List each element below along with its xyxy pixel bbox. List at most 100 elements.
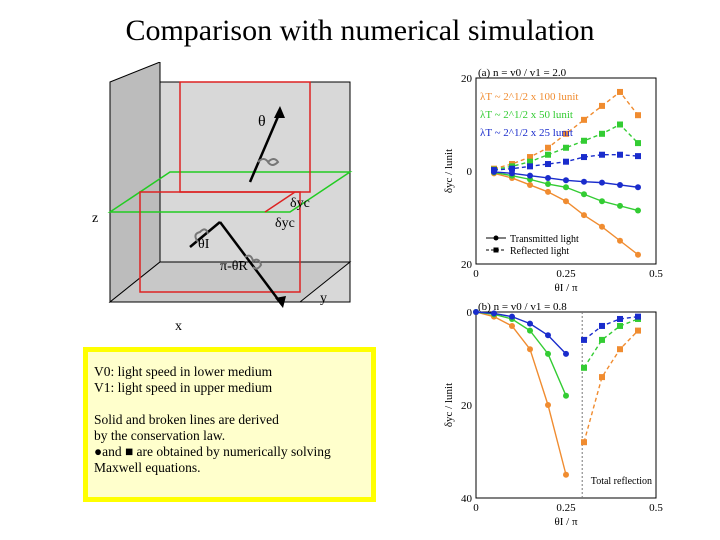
wave-packet-incident <box>194 228 209 243</box>
transmitted-ray <box>248 111 282 183</box>
data-point <box>599 151 605 158</box>
theta-label: θ <box>258 113 266 130</box>
data-point <box>527 181 533 188</box>
x-axis-label: θI / π <box>554 282 577 294</box>
page-title: Comparison with numerical simulation <box>125 14 595 47</box>
data-point <box>617 202 623 209</box>
data-point <box>581 212 587 219</box>
data-point <box>545 332 551 339</box>
x-tick-label: 0 <box>473 502 479 514</box>
data-point <box>527 320 533 327</box>
series-line <box>475 311 567 475</box>
chart-title: (b) n = v0 / v1 = 0.8 <box>478 301 567 313</box>
incident-ray <box>189 221 221 248</box>
data-point <box>617 322 623 329</box>
data-point <box>599 374 605 381</box>
data-point <box>635 112 641 119</box>
data-point <box>635 251 641 258</box>
legend-label: Transmitted light <box>510 234 579 245</box>
data-point <box>581 439 587 446</box>
data-point <box>581 178 587 185</box>
dyc-label-1: δyc <box>290 196 310 211</box>
note-v1: V1: light speed in upper medium <box>94 380 273 395</box>
data-point <box>563 130 569 137</box>
wave-packet-reflected <box>244 254 263 270</box>
data-point <box>563 350 569 357</box>
axis-z-label: z <box>92 211 98 226</box>
chart-title: (a) n = v0 / v1 = 2.0 <box>478 67 567 79</box>
data-point <box>617 315 623 322</box>
data-point <box>617 181 623 188</box>
legend-label: Reflected light <box>510 246 569 257</box>
data-point <box>599 322 605 329</box>
lower-incidence-plane <box>139 191 301 293</box>
data-point <box>617 346 623 353</box>
data-point <box>635 184 641 191</box>
data-point <box>509 170 515 177</box>
notes-box: V0: light speed in lower medium V1: ligh… <box>83 347 376 502</box>
y-axis-label: δyc / lunit <box>443 383 455 427</box>
data-point <box>581 191 587 198</box>
data-point <box>527 158 533 165</box>
data-point <box>635 327 641 334</box>
data-point <box>581 154 587 161</box>
series-line <box>475 311 567 355</box>
data-point <box>527 154 533 161</box>
data-point <box>599 336 605 343</box>
legend-marker <box>493 247 499 253</box>
data-point <box>563 158 569 165</box>
data-point <box>599 223 605 230</box>
x-tick-label: 0 <box>473 268 479 280</box>
axis-x-label: x <box>175 319 182 334</box>
note-line-5: ●and ■ are obtained by numerically solvi… <box>94 444 331 459</box>
y-tick-label: 20 <box>461 73 473 85</box>
note-v0: V0: light speed in lower medium <box>94 364 273 379</box>
x-tick-label: 0.5 <box>649 502 663 514</box>
data-point <box>509 322 515 329</box>
series-line <box>493 123 639 171</box>
data-point <box>527 346 533 353</box>
dyc-label-2: δyc <box>275 216 295 231</box>
data-point <box>581 116 587 123</box>
note-line-4: by the conservation law. <box>94 428 226 443</box>
y-tick-label: 40 <box>461 493 473 505</box>
legend-marker <box>493 235 499 241</box>
axis-y-label: y <box>320 291 327 306</box>
data-point <box>509 313 515 320</box>
data-point <box>545 402 551 408</box>
data-point <box>635 313 641 320</box>
y-tick-label: 0 <box>467 166 473 178</box>
pi-theta-r-label: π-θR <box>220 259 248 274</box>
x-tick-label: 0.5 <box>649 268 663 280</box>
series-line <box>475 311 567 396</box>
plot-frame <box>475 77 657 265</box>
plot-b: (b) n = v0 / v1 = 0.8 0 0.25 0.5 0 20 40 θI / π… <box>443 301 663 528</box>
data-point <box>617 237 623 244</box>
shift-arrow <box>264 191 296 213</box>
data-point <box>545 161 551 168</box>
annotation: λT ~ 2^1/2 x 100 lunit <box>480 91 578 103</box>
data-point <box>527 163 533 170</box>
data-point <box>563 392 569 399</box>
reflected-arrow-head <box>275 296 286 308</box>
annotation: λT ~ 2^1/2 x 50 lunit <box>480 109 573 121</box>
interface-plane <box>107 171 353 213</box>
annotation: λT ~ 2^1/2 x 25 lunit <box>480 127 573 139</box>
data-point <box>635 140 641 147</box>
data-point <box>545 350 551 357</box>
data-point <box>545 174 551 181</box>
data-point <box>563 144 569 151</box>
data-point <box>473 309 479 315</box>
data-point <box>635 207 641 214</box>
plot-frame <box>475 311 657 499</box>
data-point <box>545 188 551 195</box>
reflection-diagram: z x y θ θI π-θR δyc δyc <box>92 62 353 334</box>
diagram-left-wall <box>109 62 161 304</box>
y-tick-label: 20 <box>461 400 473 412</box>
data-point <box>563 177 569 184</box>
y-tick-label: 20 <box>461 259 473 271</box>
data-point <box>599 102 605 109</box>
series-line <box>583 318 639 369</box>
series-line <box>583 315 639 341</box>
